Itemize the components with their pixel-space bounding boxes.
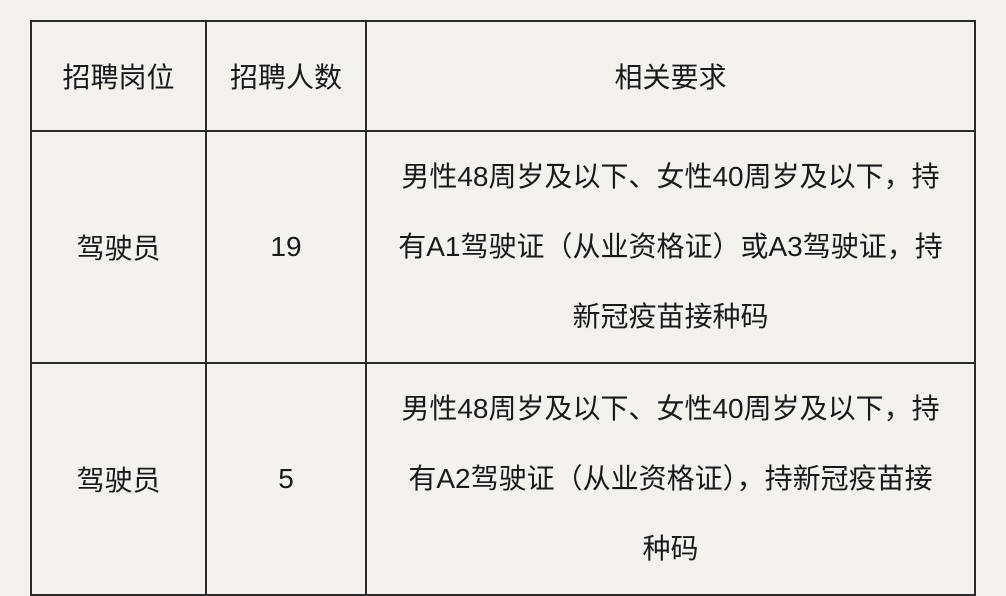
cell-count-text: 19 [270,231,301,262]
header-position: 招聘岗位 [31,21,206,131]
table-row: 驾驶员 5 男性48周岁及以下、女性40周岁及以下，持有A2驾驶证（从业资格证）… [31,363,975,595]
header-position-label: 招聘岗位 [62,62,174,93]
header-count: 招聘人数 [206,21,366,131]
cell-count: 19 [206,131,366,363]
cell-position: 驾驶员 [31,131,206,363]
cell-position: 驾驶员 [31,363,206,595]
header-requirements: 相关要求 [366,21,975,131]
cell-position-text: 驾驶员 [76,233,160,264]
recruitment-table: 招聘岗位 招聘人数 相关要求 驾驶员 19 男性48周岁及以下、女性40周岁及以… [30,20,976,596]
cell-count: 5 [206,363,366,595]
cell-position-text: 驾驶员 [76,465,160,496]
header-count-label: 招聘人数 [230,62,342,93]
table-header-row: 招聘岗位 招聘人数 相关要求 [31,21,975,131]
table-row: 驾驶员 19 男性48周岁及以下、女性40周岁及以下，持有A1驾驶证（从业资格证… [31,131,975,363]
cell-requirements: 男性48周岁及以下、女性40周岁及以下，持有A1驾驶证（从业资格证）或A3驾驶证… [366,131,975,363]
cell-requirements-text: 男性48周岁及以下、女性40周岁及以下，持有A2驾驶证（从业资格证），持新冠疫苗… [377,374,964,584]
cell-requirements-text: 男性48周岁及以下、女性40周岁及以下，持有A1驾驶证（从业资格证）或A3驾驶证… [377,142,964,352]
cell-requirements: 男性48周岁及以下、女性40周岁及以下，持有A2驾驶证（从业资格证），持新冠疫苗… [366,363,975,595]
cell-count-text: 5 [278,463,294,494]
header-requirements-label: 相关要求 [614,62,726,93]
